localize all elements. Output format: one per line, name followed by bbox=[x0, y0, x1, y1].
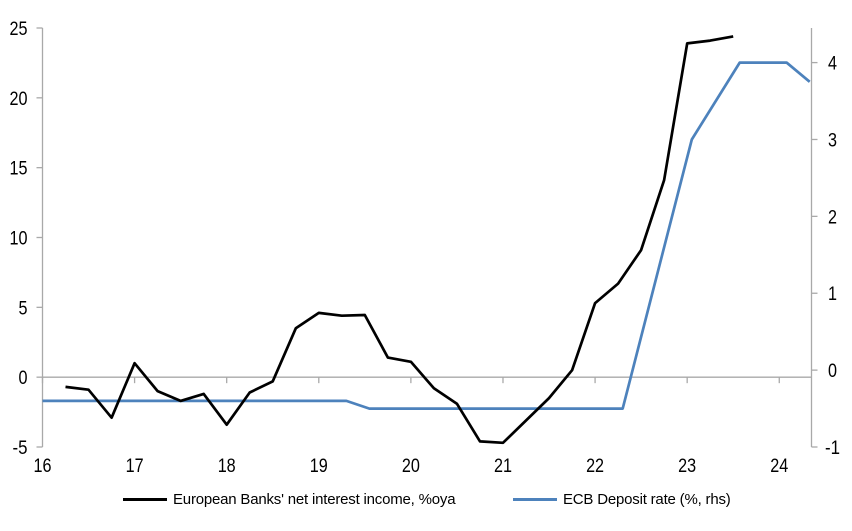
right-axis-tick-label: 3 bbox=[828, 130, 837, 151]
legend-label-net-interest-income: European Banks' net interest income, %oy… bbox=[173, 490, 456, 508]
right-axis-tick-label: 1 bbox=[828, 284, 837, 305]
series-line-net-interest-income bbox=[65, 35, 734, 445]
series-line-ecb-deposit-rate bbox=[42, 61, 811, 410]
x-axis-tick-label: 21 bbox=[494, 456, 512, 477]
right-axis-tick-label: 0 bbox=[828, 361, 837, 382]
x-axis-tick-label: 18 bbox=[218, 456, 236, 477]
x-axis-tick-label: 16 bbox=[34, 456, 52, 477]
legend-label-ecb-deposit-rate: ECB Deposit rate (%, rhs) bbox=[563, 490, 731, 508]
left-axis-tick-label: 20 bbox=[10, 89, 28, 110]
chart-legend: European Banks' net interest income, %oy… bbox=[0, 490, 852, 510]
x-axis-tick-label: 19 bbox=[310, 456, 328, 477]
x-axis-tick-label: 23 bbox=[678, 456, 696, 477]
right-axis-tick-label: -1 bbox=[825, 438, 840, 459]
left-axis-tick-label: 0 bbox=[19, 368, 28, 389]
legend-item-net-interest-income: European Banks' net interest income, %oy… bbox=[123, 490, 456, 508]
left-axis-tick-label: 10 bbox=[10, 229, 28, 250]
x-axis-tick-label: 22 bbox=[586, 456, 604, 477]
x-axis-tick-label: 17 bbox=[126, 456, 144, 477]
left-axis-tick-label: -5 bbox=[13, 438, 28, 459]
x-axis-tick-label: 20 bbox=[402, 456, 420, 477]
left-axis-tick-label: 25 bbox=[10, 19, 28, 40]
left-axis-tick-label: 5 bbox=[19, 298, 28, 319]
right-axis-tick-label: 2 bbox=[828, 207, 837, 228]
x-axis-tick-label: 24 bbox=[770, 456, 788, 477]
left-axis-tick-label: 15 bbox=[10, 159, 28, 180]
legend-line-black-sample bbox=[123, 497, 167, 501]
right-axis-tick-label: 4 bbox=[828, 54, 837, 75]
legend-item-ecb-deposit-rate: ECB Deposit rate (%, rhs) bbox=[513, 490, 731, 508]
legend-line-blue-sample bbox=[513, 497, 557, 501]
